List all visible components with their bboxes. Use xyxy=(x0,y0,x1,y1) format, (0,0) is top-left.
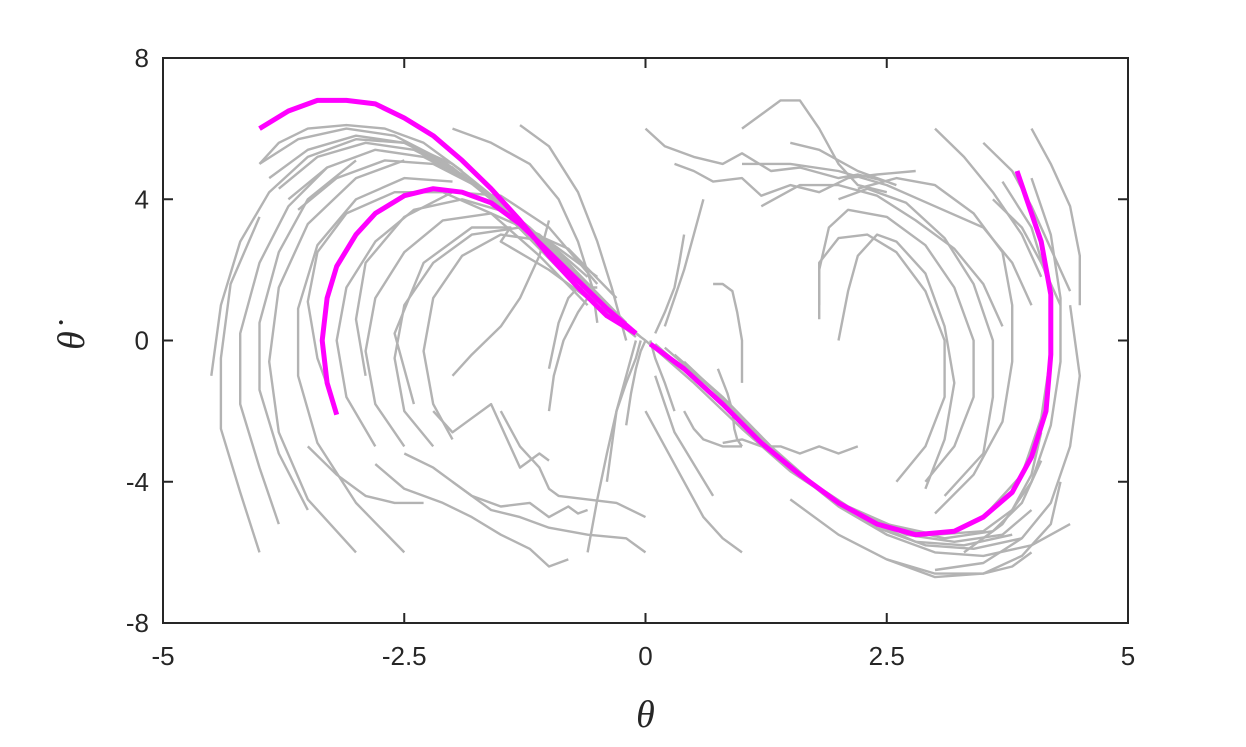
trajectory-58 xyxy=(741,99,888,194)
trajectory-48 xyxy=(713,282,744,383)
trajectory-64 xyxy=(1030,128,1082,306)
y-tick-label: 0 xyxy=(135,326,149,356)
trajectory-59 xyxy=(790,141,897,187)
x-tick-label: -2.5 xyxy=(382,641,427,671)
trajectory-9 xyxy=(268,159,405,554)
trajectory-44 xyxy=(818,208,975,483)
trajectory-16 xyxy=(354,190,599,377)
trajectory-51 xyxy=(644,410,743,554)
trajectory-11 xyxy=(306,190,589,412)
trajectory-61 xyxy=(760,183,1004,327)
trajectory-43 xyxy=(838,187,995,497)
trajectory-25 xyxy=(547,290,594,412)
axis-ticks: -5 -2.5 0 2.5 5 -8 -4 0 4 8 xyxy=(126,43,1135,671)
trajectory-26 xyxy=(452,127,599,323)
trajectory-55 xyxy=(654,234,686,334)
y-tick-label: -8 xyxy=(126,608,149,638)
trajectory-40 xyxy=(963,177,1062,554)
trajectory-15 xyxy=(422,233,599,440)
highlight-trajectory-69 xyxy=(319,186,638,416)
trajectory-8 xyxy=(258,159,357,511)
trajectory-42 xyxy=(857,176,1014,515)
trajectory-66 xyxy=(258,123,463,172)
x-tick-label: 2.5 xyxy=(869,641,905,671)
trajectory-22 xyxy=(432,402,550,469)
x-axis-label: θ xyxy=(636,694,655,736)
trajectory-46 xyxy=(837,233,956,490)
trajectory-60 xyxy=(742,162,1033,306)
x-tick-label: -5 xyxy=(151,641,174,671)
y-tick-label: -4 xyxy=(126,467,149,497)
x-tick-label: 5 xyxy=(1121,641,1135,671)
trajectory-30 xyxy=(625,340,647,426)
trajectory-21 xyxy=(499,410,647,519)
x-tick-label: 0 xyxy=(638,641,652,671)
highlight-trajectory-70 xyxy=(648,170,1054,538)
trajectory-14 xyxy=(393,226,618,448)
trajectory-39 xyxy=(934,305,1082,572)
trajectory-18 xyxy=(451,480,589,519)
trajectory-38 xyxy=(886,481,1062,579)
y-tick-label: 4 xyxy=(135,184,149,214)
plot-area xyxy=(210,97,1082,579)
trajectory-28 xyxy=(586,340,638,553)
trajectory-52 xyxy=(654,375,715,497)
trajectory-47 xyxy=(683,410,742,448)
trajectory-3 xyxy=(287,148,618,317)
trajectory-53 xyxy=(649,340,676,412)
trajectory-62 xyxy=(934,127,1043,278)
trajectory-10 xyxy=(296,176,453,554)
trajectory-29 xyxy=(605,340,642,482)
y-tick-label: 8 xyxy=(135,43,149,73)
trajectory-7 xyxy=(238,166,328,525)
trajectory-50 xyxy=(722,438,859,455)
highlight-trajectory-68 xyxy=(258,97,638,336)
trajectory-45 xyxy=(818,233,946,483)
trajectory-6 xyxy=(219,216,261,553)
trajectory-27 xyxy=(519,124,628,341)
trajectory-19 xyxy=(403,452,647,554)
trajectory-20 xyxy=(374,463,569,568)
trajectory-57 xyxy=(674,162,916,197)
trajectory-67 xyxy=(306,445,424,505)
trajectory-37 xyxy=(789,498,1033,575)
trajectory-56 xyxy=(644,127,888,183)
trajectory-54 xyxy=(663,198,705,327)
